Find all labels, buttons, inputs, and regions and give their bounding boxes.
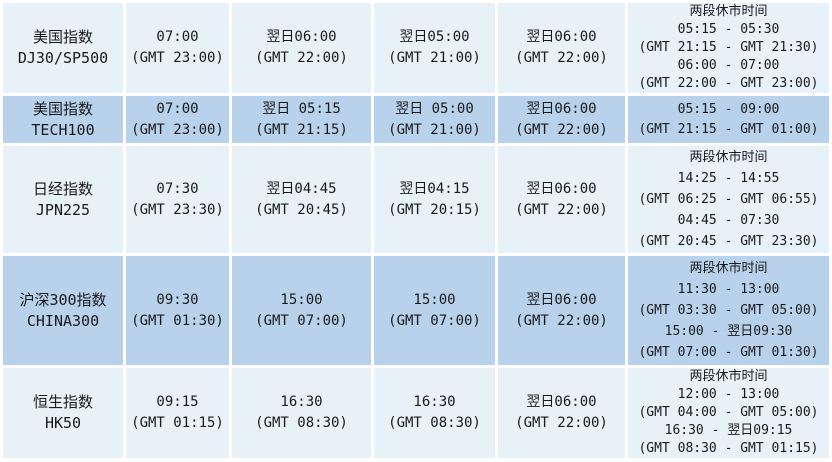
table-row: 美国指数 TECH100 07:00 (GMT 23:00) 翌日 05:15 … bbox=[3, 96, 829, 143]
table-row: 恒生指数 HK50 09:15 (GMT 01:15) 16:30 (GMT 0… bbox=[3, 368, 829, 458]
cell-time-1: 09:15 (GMT 01:15) bbox=[126, 368, 229, 458]
cell-time-3: 翌日04:15 (GMT 20:15) bbox=[374, 146, 495, 253]
index-name: 日经指数 bbox=[32, 179, 93, 198]
cell-time-3: 翌日 05:00 (GMT 21:00) bbox=[374, 96, 495, 143]
cell-index-name: 日经指数 JPN225 bbox=[3, 146, 123, 253]
cell-time-1: 07:30 (GMT 23:30) bbox=[126, 146, 229, 253]
cell-time-2: 翌日 05:15 (GMT 21:15) bbox=[232, 96, 371, 143]
cell-time-4: 翌日06:00 (GMT 22:00) bbox=[498, 3, 625, 93]
index-code: CHINA300 bbox=[26, 311, 100, 330]
cell-time-2: 15:00 (GMT 07:00) bbox=[232, 256, 371, 365]
table-row: 沪深300指数 CHINA300 09:30 (GMT 01:30) 15:00… bbox=[3, 256, 829, 365]
index-name: 美国指数 bbox=[32, 28, 93, 46]
cell-time-1: 09:30 (GMT 01:30) bbox=[126, 256, 229, 365]
cell-time-4: 翌日06:00 (GMT 22:00) bbox=[498, 368, 625, 458]
index-name: 恒生指数 bbox=[32, 393, 93, 411]
cell-index-name: 恒生指数 HK50 bbox=[3, 368, 123, 458]
cell-time-3: 16:30 (GMT 08:30) bbox=[374, 368, 495, 458]
index-name: 沪深300指数 bbox=[19, 290, 107, 309]
table-row: 日经指数 JPN225 07:30 (GMT 23:30) 翌日04:45 (G… bbox=[3, 146, 829, 253]
cell-break-times: 05:15 - 09:00 (GMT 21:15 - GMT 01:00) bbox=[628, 96, 829, 143]
index-code: DJ30/SP500 bbox=[17, 49, 109, 67]
cell-time-2: 翌日06:00 (GMT 22:00) bbox=[232, 3, 371, 93]
table-row: 美国指数 DJ30/SP500 07:00 (GMT 23:00) 翌日06:0… bbox=[3, 3, 829, 93]
cell-break-times: 两段休市时间 12:00 - 13:00 (GMT 04:00 - GMT 05… bbox=[628, 368, 829, 458]
cell-break-times: 两段休市时间 05:15 - 05:30 (GMT 21:15 - GMT 21… bbox=[628, 3, 829, 93]
index-code: TECH100 bbox=[31, 120, 95, 139]
index-code: HK50 bbox=[44, 414, 82, 432]
cell-break-times: 两段休市时间 14:25 - 14:55 (GMT 06:25 - GMT 06… bbox=[628, 146, 829, 253]
cell-index-name: 美国指数 TECH100 bbox=[3, 96, 123, 143]
cell-time-4: 翌日06:00 (GMT 22:00) bbox=[498, 256, 625, 365]
cell-time-1: 07:00 (GMT 23:00) bbox=[126, 96, 229, 143]
cell-time-4: 翌日06:00 (GMT 22:00) bbox=[498, 146, 625, 253]
index-name: 美国指数 bbox=[32, 99, 93, 118]
cell-index-name: 美国指数 DJ30/SP500 bbox=[3, 3, 123, 93]
cell-time-3: 翌日05:00 (GMT 21:00) bbox=[374, 3, 495, 93]
cell-index-name: 沪深300指数 CHINA300 bbox=[3, 256, 123, 365]
cell-time-3: 15:00 (GMT 07:00) bbox=[374, 256, 495, 365]
cell-time-4: 翌日06:00 (GMT 22:00) bbox=[498, 96, 625, 143]
cell-time-2: 16:30 (GMT 08:30) bbox=[232, 368, 371, 458]
cell-break-times: 两段休市时间 11:30 - 13:00 (GMT 03:30 - GMT 05… bbox=[628, 256, 829, 365]
cell-time-2: 翌日04:45 (GMT 20:45) bbox=[232, 146, 371, 253]
index-code: JPN225 bbox=[35, 200, 91, 219]
cell-time-1: 07:00 (GMT 23:00) bbox=[126, 3, 229, 93]
